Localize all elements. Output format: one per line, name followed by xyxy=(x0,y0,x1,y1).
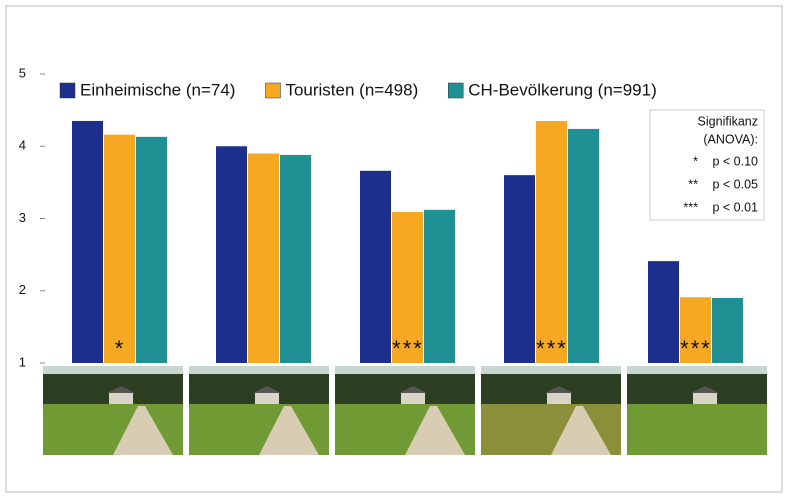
legend-swatch xyxy=(447,82,464,99)
significance-label: *** xyxy=(680,336,712,361)
significance-title: (ANOVA): xyxy=(703,132,758,146)
landscape-image xyxy=(335,366,475,455)
significance-symbol: * xyxy=(693,154,698,168)
house xyxy=(109,392,133,404)
roof xyxy=(253,386,281,393)
bar xyxy=(568,128,599,363)
bar xyxy=(72,120,103,364)
legend-label: CH-Bevölkerung (n=991) xyxy=(468,80,657,99)
y-tick-label: 5 xyxy=(19,65,26,80)
bar xyxy=(680,297,711,363)
bar xyxy=(280,154,311,363)
bar xyxy=(136,136,167,363)
bar xyxy=(360,170,391,363)
bar xyxy=(392,211,423,363)
significance-text: p < 0.05 xyxy=(712,177,758,191)
significance-text: p < 0.01 xyxy=(712,200,758,214)
roof xyxy=(691,386,719,393)
bar xyxy=(424,209,455,363)
bar xyxy=(104,134,135,363)
significance-label: * xyxy=(115,336,126,361)
roof xyxy=(545,386,573,393)
significance-symbol: ** xyxy=(688,177,698,191)
bar xyxy=(504,175,535,363)
roof xyxy=(399,386,427,393)
house xyxy=(547,392,571,404)
house xyxy=(693,392,717,404)
y-tick-label: 2 xyxy=(19,282,26,297)
frame xyxy=(5,5,783,493)
bar xyxy=(712,297,743,363)
path xyxy=(113,406,173,455)
y-tick-label: 3 xyxy=(19,210,26,225)
path xyxy=(405,406,465,455)
significance-text: p < 0.10 xyxy=(712,154,758,168)
bar xyxy=(648,261,679,363)
bar xyxy=(216,146,247,363)
landscape-image xyxy=(43,366,183,455)
house xyxy=(401,392,425,404)
y-tick-label: 1 xyxy=(19,354,26,369)
significance-label: *** xyxy=(392,336,424,361)
bar xyxy=(248,153,279,363)
bar xyxy=(536,120,567,364)
landscape-image xyxy=(627,366,767,455)
roof xyxy=(107,386,135,393)
significance-label: *** xyxy=(536,336,568,361)
significance-title: Signifikanz xyxy=(698,114,758,128)
legend-swatch xyxy=(265,82,281,99)
path xyxy=(551,406,611,455)
landscape-image xyxy=(481,366,621,455)
meadow xyxy=(627,404,767,455)
legend-swatch xyxy=(59,82,76,99)
y-tick-label: 4 xyxy=(19,138,26,153)
path xyxy=(259,406,319,455)
legend-label: Touristen (n=498) xyxy=(285,80,418,99)
house xyxy=(255,392,279,404)
significance-box xyxy=(649,109,765,221)
landscape-image xyxy=(189,366,329,455)
significance-symbol: *** xyxy=(683,200,698,214)
legend-label: Einheimische (n=74) xyxy=(80,80,235,99)
